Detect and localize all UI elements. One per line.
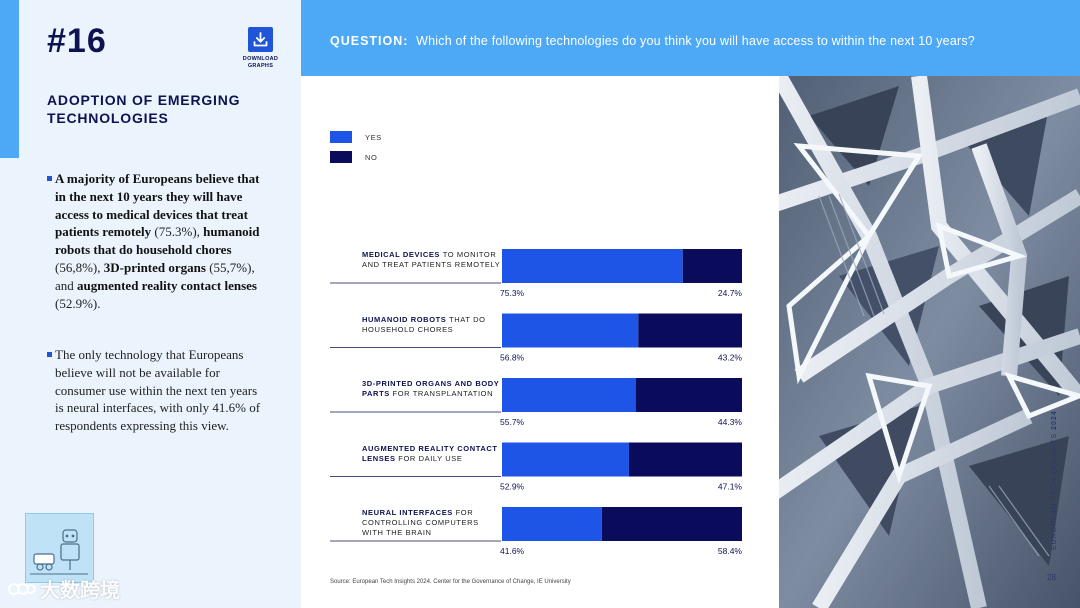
publication-label: EUROPEAN TECH INSIGHTS 2024 — [1051, 410, 1058, 550]
value-label-yes: 41.6% — [500, 546, 525, 556]
bullet-marker — [47, 176, 52, 181]
legend-item-no: NO — [330, 151, 377, 163]
legend-label-yes: YES — [365, 132, 382, 142]
bar-no — [601, 507, 742, 541]
category-label: NEURAL INTERFACES FOR CONTROLLING COMPUT… — [362, 508, 502, 538]
bullet-text-run: (56,8%), — [55, 259, 104, 275]
bullet-text-run: The only technology that Europeans belie… — [55, 347, 261, 434]
bar-yes — [502, 378, 636, 412]
watermark: 大数跨境 — [8, 574, 120, 603]
publication-year: 2024 — [1051, 410, 1058, 430]
category-label-bold: NEURAL INTERFACES — [362, 508, 456, 517]
source-note: Source: European Tech Insights 2024. Cen… — [330, 579, 571, 585]
bullet-text-run: A majority of Europeans believe that in … — [55, 171, 260, 204]
bar-yes — [502, 507, 602, 541]
value-label-no: 44.3% — [718, 417, 743, 427]
bullet-text-run: (75.3%), — [151, 224, 204, 240]
download-icon[interactable] — [248, 27, 273, 52]
section-title: ADOPTION OF EMERGING TECHNOLOGIES — [47, 92, 241, 126]
question-text: Which of the following technologies do y… — [416, 34, 975, 48]
page-number: 28 — [1047, 573, 1056, 582]
watermark-logo-icon — [8, 582, 36, 595]
bullet-text-run: 3D-printed organs — [103, 259, 206, 275]
value-label-no: 58.4% — [718, 546, 743, 556]
bullet-text-run: humanoid robots that do household chores — [55, 224, 260, 258]
publication-name: EUROPEAN TECH INSIGHTS — [1051, 429, 1058, 550]
value-label-no: 24.7% — [718, 288, 743, 298]
bar-no — [628, 442, 742, 477]
bullet-text-run: augmented reality contact lenses — [77, 277, 257, 293]
category-label-bold: AUGMENTED REALITY CONTACT LENSES — [362, 443, 498, 463]
download-graphs-button[interactable]: DOWNLOAD GRAPHS — [238, 27, 283, 69]
watermark-text: 大数跨境 — [40, 580, 120, 602]
category-label-rest: THAT DO HOUSEHOLD CHORES — [362, 314, 486, 334]
value-label-no: 43.2% — [718, 353, 743, 363]
value-label-yes: 75.3% — [500, 288, 525, 298]
bar-no — [638, 313, 742, 348]
category-label-rest: FOR CONTROLLING COMPUTERS WITH THE BRAIN — [362, 508, 479, 537]
bar-no — [635, 378, 742, 412]
download-label: DOWNLOAD GRAPHS — [242, 56, 279, 69]
accent-stripe — [0, 0, 19, 158]
category-label-rest: FOR TRANSPLANTATION — [392, 389, 494, 398]
bar-no — [682, 249, 742, 283]
bullet-item: A majority of Europeans believe that in … — [47, 170, 269, 312]
category-label: MEDICAL DEVICES TO MONITOR AND TREAT PAT… — [362, 250, 502, 270]
legend-swatch-no — [330, 151, 352, 163]
category-label-bold: HUMANOID ROBOTS — [362, 314, 450, 324]
category-label: 3D-PRINTED ORGANS AND BODY PARTS FOR TRA… — [362, 379, 502, 399]
chart-plot: 75.3% 24.7% 56.8% 43.2% 55.7% 44.3% 52.9% 47.1%… — [330, 249, 743, 556]
bullet-item: The only technology that Europeans belie… — [47, 346, 269, 435]
category-label-bold: MEDICAL DEVICES — [362, 250, 443, 259]
value-label-yes: 55.7% — [500, 417, 525, 427]
category-label-bold: 3D-PRINTED ORGANS AND BODY PARTS — [362, 379, 500, 398]
category-label: AUGMENTED REALITY CONTACT LENSES FOR DAI… — [362, 444, 502, 464]
bar-yes — [502, 249, 683, 283]
architecture-photo — [779, 76, 1080, 608]
value-label-yes: 52.9% — [500, 482, 525, 492]
question-bar: QUESTION: Which of the following technol… — [301, 0, 1080, 76]
value-label-yes: 56.8% — [500, 353, 525, 363]
bullet-text-run: (52.9%). — [55, 295, 101, 311]
stacked-bar-chart: YES NO MEDICAL DEVICES TO MONITOR AND TR… — [301, 76, 779, 608]
bar-yes — [502, 442, 629, 477]
category-label-rest: FOR DAILY USE — [398, 453, 463, 463]
issue-number: #16 — [47, 22, 107, 60]
bullet-text: A majority of Europeans believe that in … — [47, 170, 269, 312]
question-label: QUESTION: — [330, 34, 409, 48]
bullet-text-run: have access to medical devices that trea… — [55, 188, 248, 240]
question: QUESTION: Which of the following technol… — [330, 34, 975, 48]
bar-yes — [502, 313, 639, 348]
value-label-no: 47.1% — [718, 482, 743, 492]
legend-item-yes: YES — [330, 131, 382, 143]
left-panel — [0, 0, 301, 608]
bullet-text-run: (55,7%), and — [55, 259, 255, 293]
bullet-text: The only technology that Europeans belie… — [47, 346, 269, 435]
legend-swatch-yes — [330, 131, 352, 143]
category-label-rest: TO MONITOR AND TREAT PATIENTS REMOTELY — [362, 250, 501, 269]
bullet-marker — [47, 352, 52, 357]
thumbnail-image — [25, 513, 94, 583]
category-label: HUMANOID ROBOTS THAT DO HOUSEHOLD CHORES — [362, 315, 502, 335]
legend-label-no: NO — [365, 152, 378, 162]
